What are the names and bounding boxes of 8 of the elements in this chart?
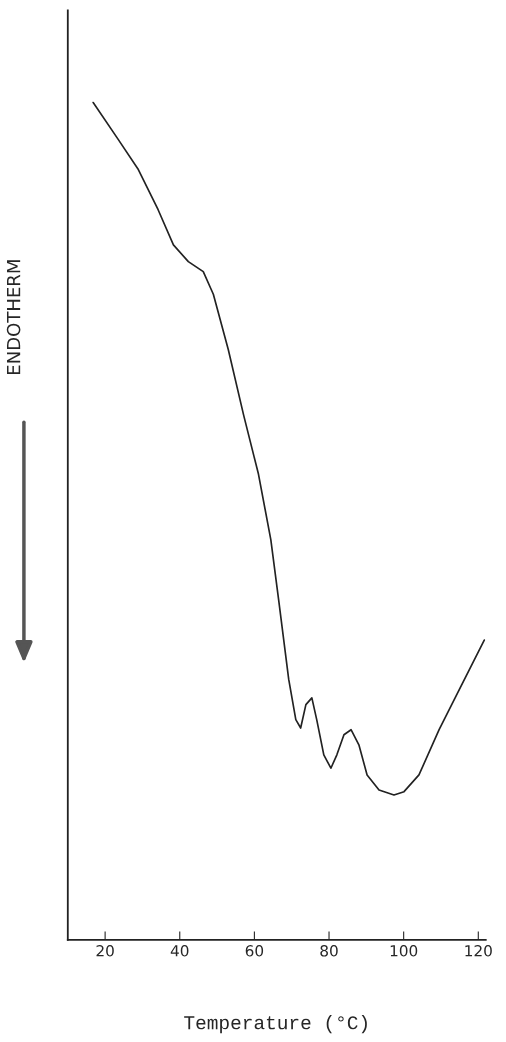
x-tick-label: 60 (245, 945, 264, 957)
x-axis-title: Temperature (°C) (184, 1015, 367, 1034)
x-tick-label: 120 (465, 945, 492, 957)
x-tick-label: 40 (170, 945, 189, 957)
x-tick-label: 100 (390, 945, 418, 957)
y-axis-title: ENDOTHERM (6, 260, 21, 374)
x-tick-label: 20 (96, 945, 114, 957)
x-tick-label: 80 (320, 945, 338, 957)
